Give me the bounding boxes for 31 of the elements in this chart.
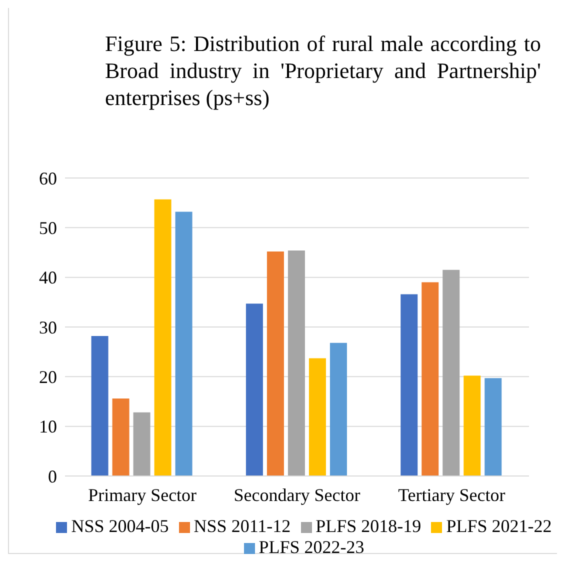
bar: [133, 412, 150, 476]
y-tick-label: 40: [39, 268, 57, 288]
bar: [246, 304, 263, 476]
y-tick-label: 20: [39, 367, 57, 388]
legend-label: PLFS 2021-22: [446, 516, 552, 536]
bar: [154, 199, 172, 476]
y-tick-label: 10: [39, 416, 57, 437]
bar: [422, 282, 439, 476]
bar: [484, 378, 502, 476]
y-tick-label: 30: [39, 317, 57, 338]
y-tick-label: 50: [39, 218, 57, 238]
bar: [266, 252, 284, 476]
legend-label: NSS 2004-05: [71, 516, 169, 536]
legend-label: PLFS 2018-19: [316, 516, 422, 536]
x-tick-label: Primary Sector: [88, 484, 197, 505]
legend-label: NSS 2011-12: [194, 516, 291, 536]
x-tick-label: Secondary Sector: [234, 484, 360, 505]
y-tick-label: 60: [39, 168, 57, 188]
bar: [288, 250, 305, 476]
bar: [442, 270, 460, 476]
x-tick-label: Tertiary Sector: [398, 484, 506, 505]
bar: [464, 376, 481, 476]
y-tick-label: 0: [48, 466, 57, 486]
bar: [308, 358, 326, 476]
bar: [175, 212, 192, 476]
bar: [330, 342, 347, 476]
bar: [91, 336, 108, 476]
bar: [400, 294, 418, 476]
bar: [112, 398, 130, 476]
chart-title: Figure 5: Distribution of rural male according to Broad industry in 'Proprietary and Partnership' enterprises (ps+ss): [105, 30, 541, 111]
legend-label: PLFS 2022-23: [258, 537, 364, 557]
